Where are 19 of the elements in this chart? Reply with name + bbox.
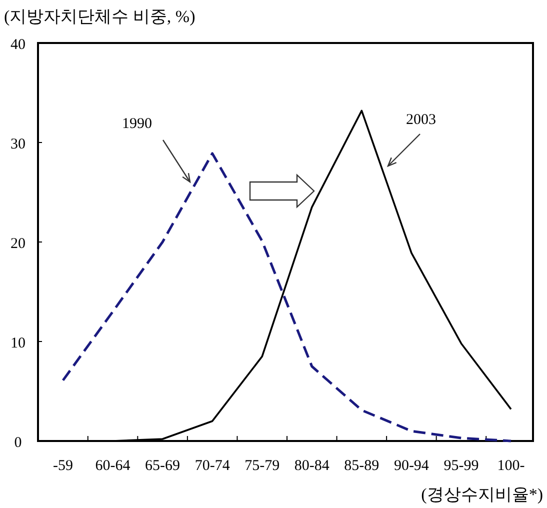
ylabel: (지방자치단체수 비중, %) <box>4 7 196 26</box>
series-label: 1990 <box>122 116 152 132</box>
series-label: 2003 <box>406 112 436 128</box>
ytick: 0 <box>14 435 22 451</box>
xtick: 70-74 <box>194 458 230 474</box>
ytick: 30 <box>10 136 26 152</box>
xtick: 95-99 <box>444 458 479 474</box>
xtick: 100- <box>497 458 525 474</box>
xtick: 75-79 <box>244 458 280 474</box>
xtick: 85-89 <box>344 458 380 474</box>
ytick: 10 <box>10 336 26 352</box>
xtick: 60-64 <box>95 458 130 474</box>
ytick: 40 <box>10 37 26 53</box>
xtick: -59 <box>53 458 73 474</box>
ytick: 20 <box>10 236 26 252</box>
xlabel: (경상수지비율*) <box>421 485 543 504</box>
xtick: 90-94 <box>394 458 429 474</box>
xtick: 65-69 <box>145 458 180 474</box>
xtick: 80-84 <box>294 458 330 474</box>
